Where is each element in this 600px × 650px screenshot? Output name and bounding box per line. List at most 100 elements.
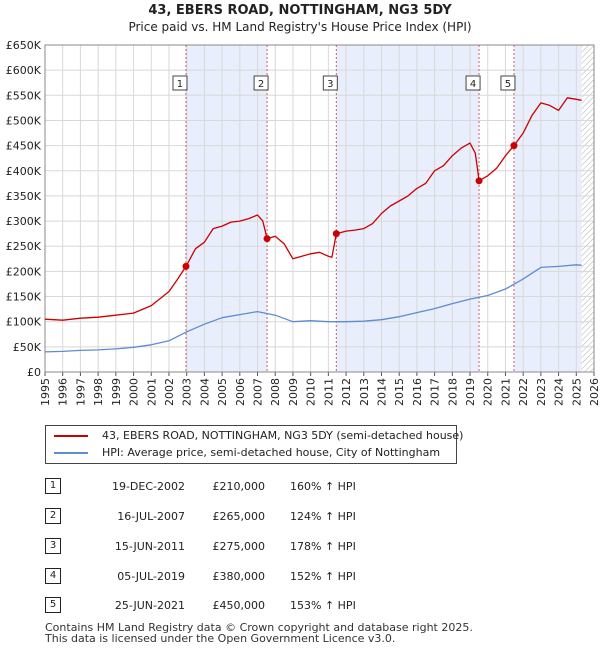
- sale-marker-label: 4: [45, 568, 61, 584]
- sale-number-box: [500, 75, 516, 91]
- sale-hpi-change: 160% ↑ HPI: [290, 480, 356, 493]
- chart-legend: 43, EBERS ROAD, NOTTINGHAM, NG3 5DY (sem…: [45, 425, 463, 464]
- sale-date: 19-DEC-2002: [111, 480, 185, 493]
- x-tick-label: 1997: [74, 378, 87, 406]
- footer-licence: This data is licensed under the Open Gov…: [45, 632, 396, 645]
- chart-title: 43, EBERS ROAD, NOTTINGHAM, NG3 5DY: [148, 3, 452, 18]
- x-tick-label: 2011: [322, 378, 335, 406]
- y-tick-label: £450K: [6, 140, 42, 153]
- sale-row: 1 19-DEC-2002 £210,000 160% ↑ HPI: [0, 476, 600, 496]
- sale-number-label: 2: [258, 79, 264, 90]
- x-tick-label: 2013: [358, 378, 371, 406]
- sale-number-box: [322, 75, 338, 91]
- sale-row: 5 25-JUN-2021 £450,000 153% ↑ HPI: [0, 595, 600, 615]
- x-tick-label: 2014: [375, 378, 388, 406]
- x-tick-label: 2007: [252, 378, 265, 406]
- x-tick-label: 1996: [57, 378, 70, 406]
- sale-date: 15-JUN-2011: [114, 540, 185, 553]
- y-tick-label: £50K: [13, 341, 42, 354]
- ownership-period-band: [513, 45, 582, 372]
- x-tick-label: 2023: [535, 378, 548, 406]
- y-tick-label: £100K: [6, 316, 42, 329]
- x-tick-label: 2005: [216, 378, 229, 406]
- sale-number-box: [465, 75, 481, 91]
- y-tick-label: £300K: [6, 215, 42, 228]
- hpi-line: [44, 264, 582, 353]
- y-tick-label: £0: [27, 366, 41, 379]
- x-tick-label: 2017: [429, 378, 442, 406]
- x-tick-label: 1999: [110, 378, 123, 406]
- x-tick-label: 2001: [145, 378, 158, 406]
- y-tick-label: £150K: [6, 291, 42, 304]
- sale-hpi-change: 178% ↑ HPI: [290, 540, 356, 553]
- property-price-line: [44, 97, 582, 321]
- legend-label-property: 43, EBERS ROAD, NOTTINGHAM, NG3 5DY (sem…: [102, 429, 464, 442]
- sale-number-label: 1: [177, 79, 183, 90]
- x-tick-label: 2026: [588, 378, 600, 406]
- x-tick-label: 2009: [287, 378, 300, 406]
- x-tick-label: 2015: [393, 378, 406, 406]
- sale-price: £265,000: [212, 510, 266, 523]
- x-tick-label: 2025: [570, 378, 583, 406]
- price-chart: 43, EBERS ROAD, NOTTINGHAM, NG3 5DY Pric…: [6, 3, 600, 406]
- ownership-period-band: [336, 45, 480, 372]
- sale-row: 3 15-JUN-2011 £275,000 178% ↑ HPI: [0, 536, 600, 556]
- sale-row: 4 05-JUL-2019 £380,000 152% ↑ HPI: [0, 566, 600, 586]
- legend-swatch-hpi: [54, 452, 88, 454]
- sale-point-marker: [263, 235, 271, 243]
- sale-point-marker: [510, 142, 518, 150]
- y-tick-label: £600K: [6, 64, 42, 77]
- plot-area: [45, 45, 594, 372]
- sale-date: 16-JUL-2007: [117, 510, 185, 523]
- sale-point-marker: [332, 230, 340, 238]
- sale-number-box: [253, 75, 269, 91]
- sale-date: 25-JUN-2021: [114, 599, 185, 612]
- sale-marker-label: 1: [45, 478, 61, 494]
- y-tick-label: £550K: [6, 89, 42, 102]
- x-tick-label: 2004: [198, 378, 211, 406]
- y-tick-label: £400K: [6, 165, 42, 178]
- sale-number-label: 3: [327, 79, 333, 90]
- chart-subtitle: Price paid vs. HM Land Registry's House …: [128, 20, 471, 34]
- x-tick-label: 2021: [499, 378, 512, 406]
- y-tick-label: £350K: [6, 190, 42, 203]
- sale-hpi-change: 152% ↑ HPI: [290, 570, 356, 583]
- sale-number-label: 4: [470, 79, 476, 90]
- sale-point-marker: [475, 177, 483, 185]
- sale-price: £210,000: [212, 480, 266, 493]
- x-tick-label: 1995: [39, 378, 52, 406]
- sale-date: 05-JUL-2019: [117, 570, 185, 583]
- x-tick-label: 2010: [305, 378, 318, 406]
- x-tick-label: 2024: [553, 378, 566, 406]
- footer: Contains HM Land Registry data © Crown c…: [45, 622, 473, 644]
- sale-price: £275,000: [212, 540, 266, 553]
- x-tick-label: 2012: [340, 378, 353, 406]
- sale-number-label: 5: [505, 79, 511, 90]
- x-tick-label: 1998: [92, 378, 105, 406]
- sale-marker-label: 5: [45, 597, 61, 613]
- legend-swatch-property: [54, 435, 88, 437]
- sale-marker-label: 2: [45, 508, 61, 524]
- sale-number-box: [172, 75, 188, 91]
- sale-price: £380,000: [212, 570, 266, 583]
- y-tick-label: £250K: [6, 240, 42, 253]
- plot-frame: [44, 44, 595, 373]
- x-tick-label: 2006: [234, 378, 247, 406]
- x-tick-label: 2020: [482, 378, 495, 406]
- x-tick-label: 2003: [181, 378, 194, 406]
- x-tick-label: 2018: [446, 378, 459, 406]
- x-tick-label: 2022: [517, 378, 530, 406]
- footer-copyright: Contains HM Land Registry data © Crown c…: [45, 621, 473, 634]
- sale-price: £450,000: [212, 599, 266, 612]
- future-hatch-area: [581, 45, 594, 372]
- x-tick-label: 2000: [128, 378, 141, 406]
- sale-row: 2 16-JUL-2007 £265,000 124% ↑ HPI: [0, 506, 600, 526]
- sale-hpi-change: 153% ↑ HPI: [290, 599, 356, 612]
- legend-label-hpi: HPI: Average price, semi-detached house,…: [102, 446, 441, 459]
- y-tick-label: £200K: [6, 265, 42, 278]
- y-tick-label: £500K: [6, 114, 42, 127]
- x-tick-label: 2008: [269, 378, 282, 406]
- sale-point-marker: [182, 262, 190, 270]
- x-tick-label: 2002: [163, 378, 176, 406]
- sale-hpi-change: 124% ↑ HPI: [290, 510, 356, 523]
